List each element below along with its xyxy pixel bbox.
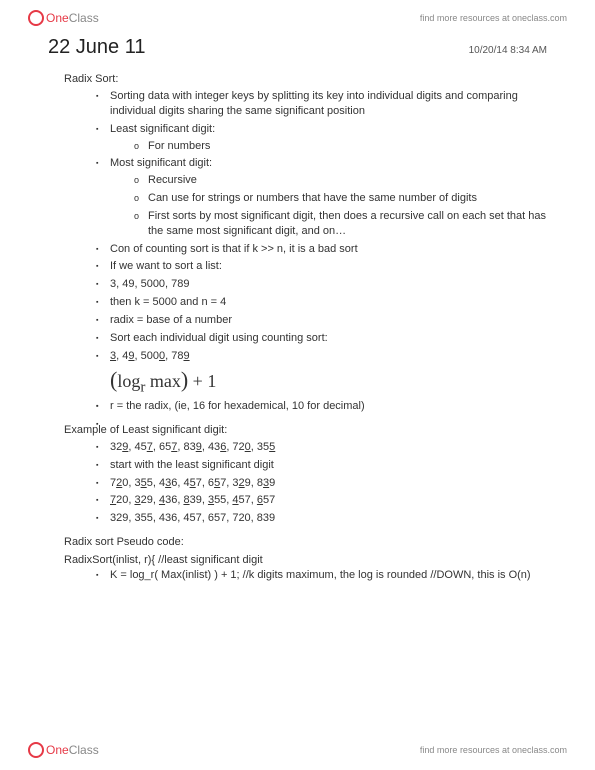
list-item: Recursive xyxy=(134,173,547,188)
max-text: max xyxy=(150,371,181,391)
list-item: 720, 355, 436, 457, 657, 329, 839 xyxy=(96,476,547,491)
list-item: r = the radix, (ie, 16 for hexademical, … xyxy=(96,399,547,414)
msd-sublist: Recursive Can use for strings or numbers… xyxy=(134,173,547,238)
list-item: 329, 457, 657, 839, 436, 720, 355 xyxy=(96,440,547,455)
list-item: radix = base of a number xyxy=(96,313,547,328)
header-bar: OneClass find more resources at oneclass… xyxy=(0,0,595,28)
logo-text: OneClass xyxy=(46,11,99,25)
list-item: For numbers xyxy=(134,139,547,154)
log-text: log xyxy=(117,371,140,391)
logo-circle-icon xyxy=(28,10,44,26)
list-item: Least significant digit: For numbers xyxy=(96,122,547,154)
list-item: K = log_r( Max(inlist) ) + 1; //k digits… xyxy=(96,568,547,583)
example-list: 329, 457, 657, 839, 436, 720, 355 start … xyxy=(96,440,547,526)
plus-one: + 1 xyxy=(193,371,217,391)
section-radix-sort: Radix Sort: xyxy=(64,73,547,85)
logo-one: One xyxy=(46,743,69,757)
post-formula-list: r = the radix, (ie, 16 for hexademical, … xyxy=(96,399,547,414)
title-row: 22 June 11 10/20/14 8:34 AM xyxy=(48,36,547,59)
list-item: start with the least significant digit xyxy=(96,458,547,473)
logo-one: One xyxy=(46,11,69,25)
brand-logo-footer: OneClass xyxy=(28,742,99,758)
main-bullet-list: Sorting data with integer keys by splitt… xyxy=(96,89,547,364)
list-item: If we want to sort a list: xyxy=(96,259,547,274)
logo-text: OneClass xyxy=(46,743,99,757)
logo-class: Class xyxy=(69,743,99,757)
footer-bar: OneClass find more resources at oneclass… xyxy=(0,736,595,764)
page-title: 22 June 11 xyxy=(48,36,146,59)
example-label: Example of Least significant digit: xyxy=(64,424,547,436)
list-item: First sorts by most significant digit, t… xyxy=(134,209,547,239)
list-item: 720, 329, 436, 839, 355, 457, 657 xyxy=(96,493,547,508)
footer-resources-link[interactable]: find more resources at oneclass.com xyxy=(420,745,567,755)
list-item: Can use for strings or numbers that have… xyxy=(134,191,547,206)
page-timestamp: 10/20/14 8:34 AM xyxy=(469,45,547,56)
pseudo-bullets: K = log_r( Max(inlist) ) + 1; //k digits… xyxy=(96,568,547,583)
list-item: 329, 355, 436, 457, 657, 720, 839 xyxy=(96,511,547,526)
formula: (logr max) + 1 xyxy=(110,367,547,397)
logo-circle-icon xyxy=(28,742,44,758)
item-label: Least significant digit: xyxy=(110,123,215,135)
header-resources-link[interactable]: find more resources at oneclass.com xyxy=(420,13,567,23)
logo-class: Class xyxy=(69,11,99,25)
page-content: 22 June 11 10/20/14 8:34 AM Radix Sort: … xyxy=(0,28,595,583)
list-item: Most significant digit: Recursive Can us… xyxy=(96,156,547,238)
list-item: 3, 49, 5000, 789 xyxy=(96,349,547,364)
log-sub: r xyxy=(140,379,145,395)
pseudo-label: Radix sort Pseudo code: xyxy=(64,536,547,548)
pseudo-signature: RadixSort(inlist, r){ //least significan… xyxy=(64,554,547,566)
item-label: Most significant digit: xyxy=(110,157,212,169)
brand-logo: OneClass xyxy=(28,10,99,26)
list-item: 3, 49, 5000, 789 xyxy=(96,277,547,292)
list-item: then k = 5000 and n = 4 xyxy=(96,295,547,310)
lsd-sublist: For numbers xyxy=(134,139,547,154)
list-item: Sorting data with integer keys by splitt… xyxy=(96,89,547,119)
list-item: Sort each individual digit using countin… xyxy=(96,331,547,346)
u-digit: 9 xyxy=(183,350,189,362)
paren-close: ) xyxy=(181,367,188,392)
list-item: Con of counting sort is that if k >> n, … xyxy=(96,242,547,257)
